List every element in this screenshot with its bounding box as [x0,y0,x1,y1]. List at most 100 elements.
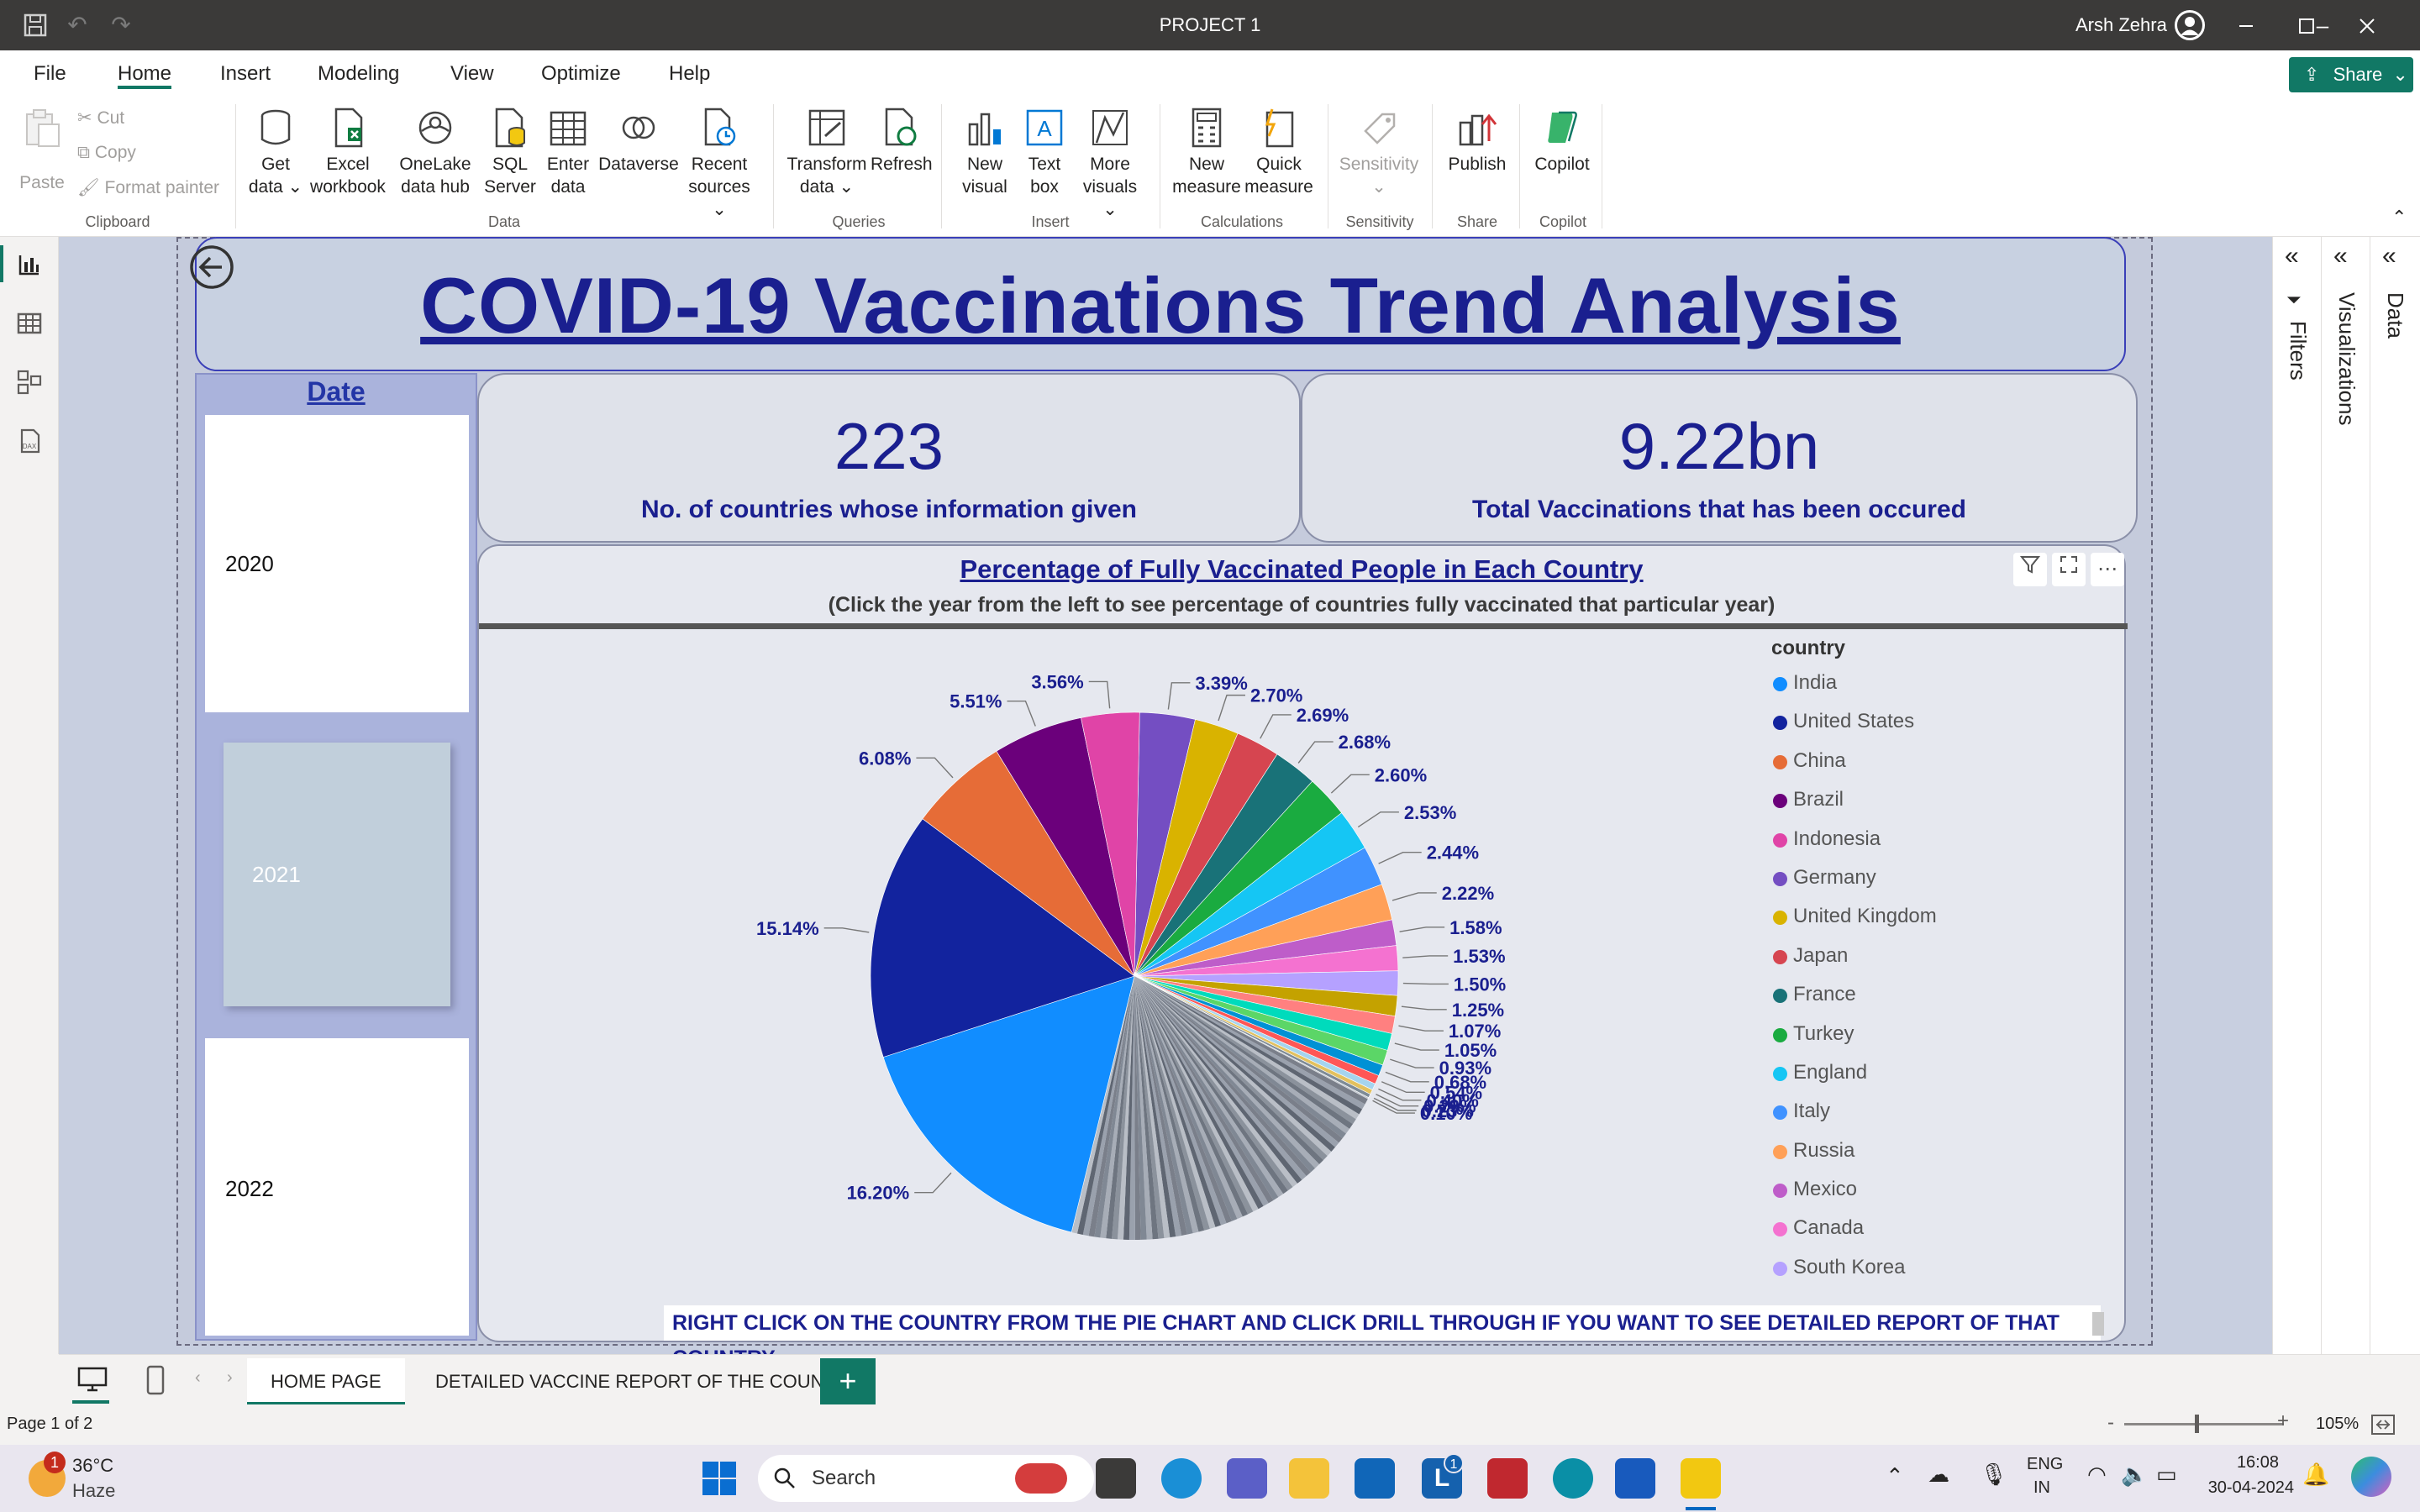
battery-icon[interactable]: ▭ [2156,1462,2177,1487]
clock-time[interactable]: 16:08 [2236,1453,2279,1472]
taskbar-search-box[interactable]: Search [758,1455,1094,1502]
pie-slice-small-country[interactable] [1134,976,1284,1198]
expand-data-icon[interactable]: « [2382,242,2396,270]
pie-slice-small-country[interactable] [1134,976,1323,1165]
pie-slice-small-country[interactable] [1134,976,1159,1240]
legend-item-canada[interactable]: Canada [1771,1215,2074,1254]
pie-slice-small-country[interactable] [1134,976,1363,1115]
more-options-icon[interactable]: ⋯ [2091,553,2124,586]
minimize-window-icon[interactable] [2232,12,2260,40]
tabs-next-icon[interactable]: › [227,1368,233,1387]
cut-button[interactable]: ✂ Cut [77,108,124,129]
menu-help[interactable]: Help [669,62,711,85]
scrollbar-thumb[interactable] [2092,1312,2104,1336]
legend-item-italy[interactable]: Italy [1771,1099,2074,1137]
legend-item-turkey[interactable]: Turkey [1771,1021,2074,1060]
microphone-icon[interactable]: 🎙 [1980,1462,2008,1487]
pie-slice-small-country[interactable] [1134,976,1227,1226]
pie-slice-small-country[interactable] [1134,976,1274,1204]
pie-slice-small-country[interactable] [1112,976,1134,1240]
pie-slice-small-country[interactable] [1128,976,1135,1240]
year-2020-button[interactable]: 2020 [205,415,469,712]
filter-icon[interactable] [2013,553,2047,586]
pie-slice-small-country[interactable] [1134,976,1243,1220]
quick-measure-button[interactable]: Quick measure [1244,106,1314,198]
task-view-icon[interactable] [1096,1458,1136,1499]
pie-slice-small-country[interactable] [1134,976,1360,1120]
pie-slice-small-country[interactable] [1106,976,1134,1239]
pie-slice-india[interactable] [882,975,1135,1233]
pie-slice-small-country[interactable] [1134,976,1297,1188]
transform-data-button[interactable]: Transform data ⌄ [783,106,871,198]
zoom-slider-thumb[interactable] [2195,1415,2199,1433]
onelake-button[interactable]: OneLake data hub [388,106,482,198]
back-arrow-icon[interactable] [188,244,235,291]
maximize-icon[interactable] [2292,12,2321,40]
pie-slice-small-country[interactable] [1134,976,1346,1138]
pie-slice-small-country[interactable] [1134,976,1353,1129]
pie-slice-small-country[interactable] [1134,976,1288,1194]
undo-icon[interactable]: ↶ [67,12,87,38]
pie-chart[interactable]: 3.39%2.70%2.69% 2.68% 2.60% 2.53% 2.44% 2.22%… [477,628,1754,1300]
wifi-icon[interactable]: ◠ [2087,1462,2107,1487]
file-explorer-icon[interactable] [1289,1458,1329,1499]
pie-slice-small-country[interactable] [1118,976,1134,1240]
pie-slice-small-country[interactable] [1134,976,1328,1161]
legend-item-mexico[interactable]: Mexico [1771,1177,2074,1215]
pie-slice-small-country[interactable] [1134,976,1293,1191]
pie-slice-small-country[interactable] [1134,976,1264,1210]
tab-home-page[interactable]: HOME PAGE [247,1358,405,1405]
kpi-card-vaccinations[interactable]: 9.22bn Total Vaccinations that has been … [1301,373,2138,543]
legend-item-china[interactable]: China [1771,748,2074,787]
copilot-button[interactable]: Copilot [1524,106,1600,176]
menu-modeling[interactable]: Modeling [318,62,400,85]
filters-pane[interactable]: « ⏷ Filters [2272,237,2321,1354]
onedrive-icon[interactable]: ☁ [1928,1462,1949,1487]
cortana-icon[interactable] [1553,1458,1593,1499]
pie-slice-small-country[interactable] [1134,976,1176,1238]
desktop-layout-icon[interactable] [76,1365,109,1395]
teams-icon[interactable] [1227,1458,1267,1499]
tabs-prev-icon[interactable]: ‹ [195,1368,201,1387]
format-painter-button[interactable]: 🖌 Format painter [77,178,219,198]
windows-start-icon[interactable] [701,1460,738,1497]
fit-to-page-icon[interactable] [2370,1413,2396,1436]
text-box-button[interactable]: A Text box [1015,106,1074,198]
get-data-button[interactable]: Get data ⌄ [244,106,308,198]
pie-slice-small-country[interactable] [1134,976,1182,1237]
pie-slice-small-country[interactable] [1134,976,1320,1168]
pie-slice-small-country[interactable] [1134,976,1153,1240]
publish-button[interactable]: Publish [1440,106,1514,176]
menu-view[interactable]: View [450,62,494,85]
pie-slice-small-country[interactable] [1134,976,1311,1177]
new-measure-button[interactable]: New measure [1170,106,1244,198]
pie-slice-small-country[interactable] [1134,976,1343,1143]
pie-slice-small-country[interactable] [1088,976,1134,1237]
menu-home[interactable]: Home [118,59,172,89]
user-name[interactable]: Arsh Zehra [2075,14,2167,35]
dax-query-view-icon[interactable]: DAX [15,427,44,455]
mcafee-icon[interactable] [1487,1458,1528,1499]
legend-item-france[interactable]: France [1771,982,2074,1021]
legend-item-germany[interactable]: Germany [1771,865,2074,904]
pie-slice-small-country[interactable] [1076,976,1134,1235]
year-2022-button[interactable]: 2022 [205,1038,469,1336]
legend-item-india[interactable]: India [1771,670,2074,709]
legend-item-japan[interactable]: Japan [1771,943,2074,982]
pie-slice-small-country[interactable] [1134,976,1356,1125]
pie-slice-small-country[interactable] [1134,976,1165,1239]
pie-slice-small-country[interactable] [1094,976,1134,1238]
visualizations-pane[interactable]: « Visualizations [2321,237,2370,1354]
pie-slice-small-country[interactable] [1123,976,1134,1240]
zoom-slider-track[interactable] [2124,1423,2284,1425]
save-icon[interactable] [22,12,49,39]
language-2[interactable]: IN [2033,1478,2050,1497]
year-2021-button[interactable]: 2021 [224,743,450,1006]
pie-slice-small-country[interactable] [1134,976,1316,1173]
notification-bell-icon[interactable]: 🔔 [2302,1462,2330,1487]
legend-item-indonesia[interactable]: Indonesia [1771,827,2074,865]
close-icon[interactable] [2353,12,2381,40]
pie-slice-small-country[interactable] [1100,976,1134,1239]
user-avatar-icon[interactable] [2175,10,2205,40]
zoom-in-icon[interactable]: + [2277,1410,2290,1432]
